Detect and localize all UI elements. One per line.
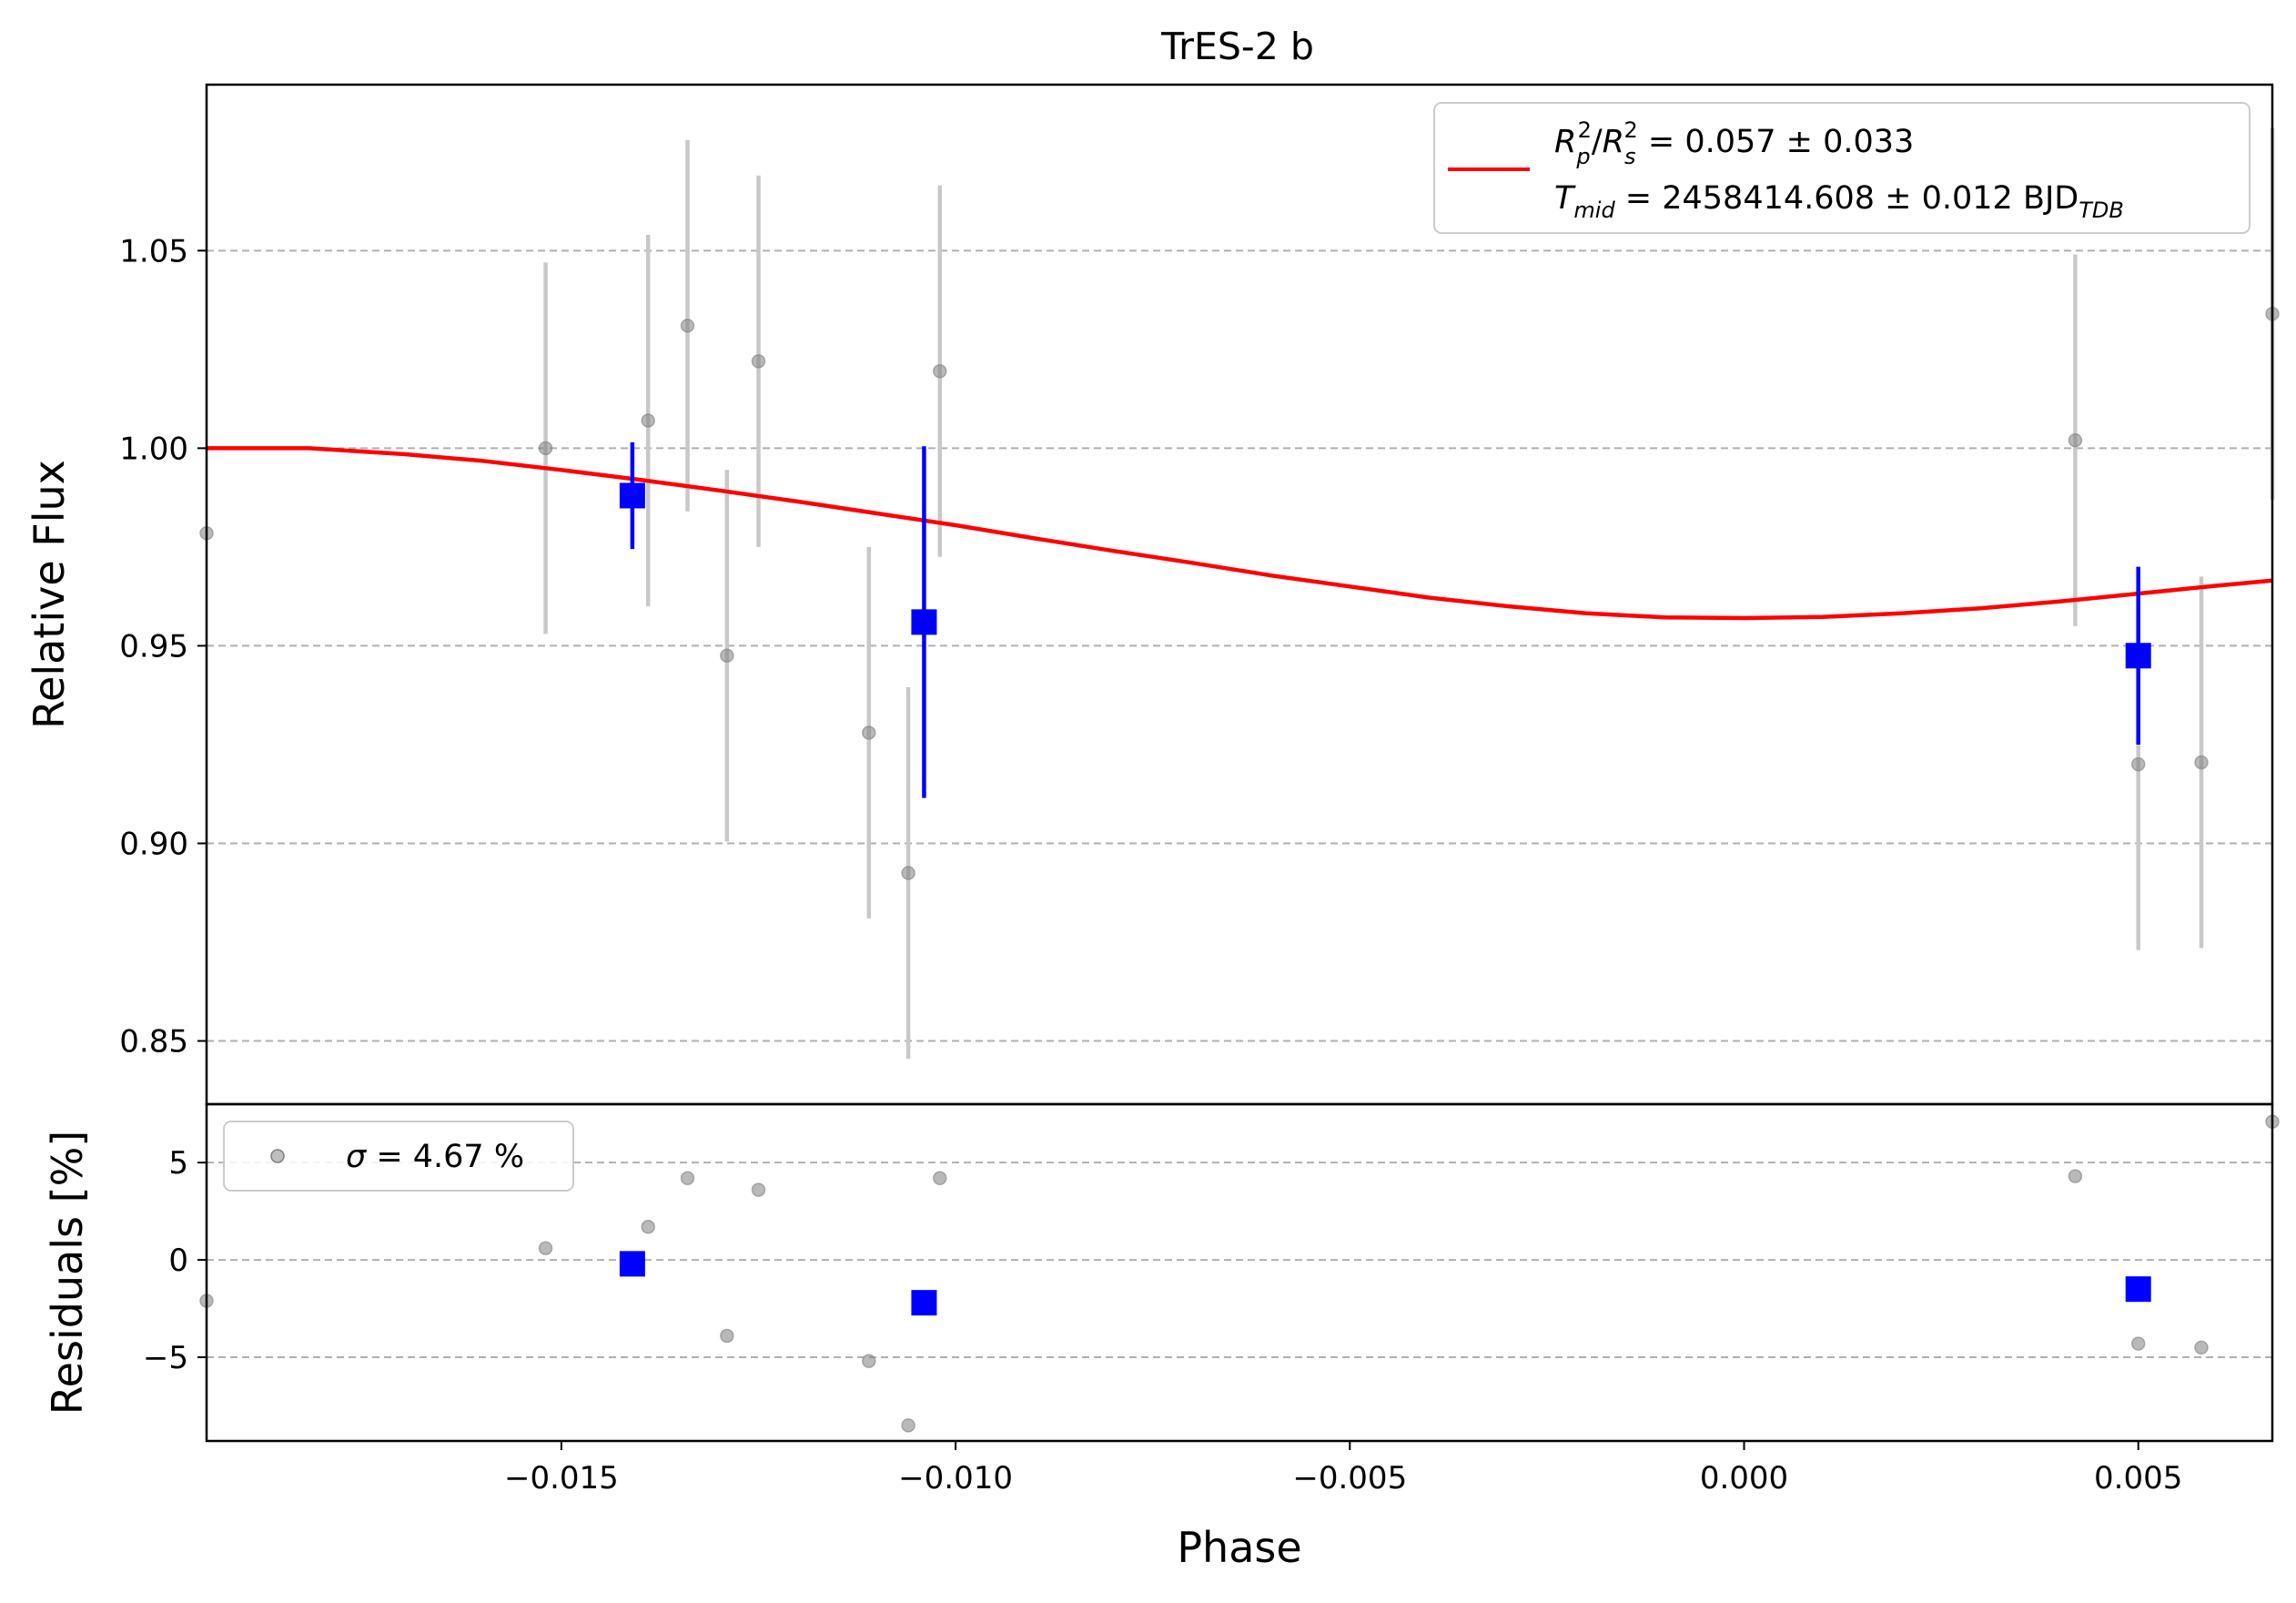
residual-point (641, 1219, 655, 1234)
binned-point (911, 609, 937, 635)
depth-r-symbol: R (1554, 124, 1576, 160)
transit-model-line (207, 446, 2273, 621)
residual-point (2130, 1336, 2146, 1351)
x-tick-label: −0.005 (1292, 1460, 1407, 1496)
residuals-legend: σ = 4.67 % (223, 1121, 574, 1192)
binned-point (2125, 643, 2151, 669)
residual-point (2194, 1340, 2209, 1355)
residuals-legend-box (223, 1121, 574, 1192)
x-tick-label: 0.000 (1700, 1460, 1788, 1496)
residuals-y-tick-label: −5 (143, 1340, 188, 1376)
residual-point (933, 1171, 947, 1186)
data-point (2068, 432, 2083, 448)
legend-data-marker (270, 1149, 285, 1163)
residuals-y-tick-label: 5 (168, 1145, 188, 1182)
tmid-t-symbol: T (1554, 180, 1576, 217)
binned-point (619, 482, 645, 509)
data-point (538, 441, 553, 456)
residual-point (862, 1354, 876, 1369)
data-point (720, 648, 734, 664)
flux-y-tick-label: 0.90 (119, 826, 188, 862)
data-point (680, 319, 695, 333)
data-point (933, 363, 947, 379)
x-tick-label: −0.015 (504, 1460, 619, 1496)
residuals-panel: −5 0 5 −0.015 −0.010 −0.005 0.000 0.005 Residu… (43, 1102, 2280, 1572)
x-tick-label: 0.005 (2094, 1460, 2182, 1496)
depth-slash: / (1592, 124, 1603, 160)
flux-legend-box (1433, 102, 2250, 234)
binned-residual-point (911, 1290, 937, 1316)
depth-value: = 0.057 ± 0.033 (1638, 124, 1915, 160)
residuals-y-tick-label: 0 (168, 1243, 188, 1279)
depth-p-subscript: p (1575, 144, 1590, 169)
depth-r-symbol-2: R (1603, 124, 1624, 160)
data-point (641, 413, 655, 428)
flux-y-tick-label: 0.95 (119, 628, 188, 665)
x-tick-label: −0.010 (898, 1460, 1013, 1496)
residual-point (720, 1328, 734, 1344)
flux-y-tick-label: 1.05 (119, 233, 188, 269)
legend-depth-text: Rp2/Rs2 = 0.057 ± 0.033 (1554, 117, 1914, 169)
tdb-subscript: TDB (2079, 198, 2124, 223)
residual-point (2068, 1169, 2083, 1183)
data-point (751, 354, 766, 369)
residual-point (538, 1241, 553, 1256)
residual-point (680, 1171, 695, 1186)
data-point (2130, 756, 2146, 772)
sigma-symbol: σ (346, 1139, 368, 1175)
tmid-subscript: mid (1573, 198, 1615, 223)
chart-title: TrES-2 b (1160, 25, 1314, 68)
data-point (2194, 755, 2209, 770)
depth-p-superscript: 2 (1578, 117, 1592, 143)
residuals-panel-frame (205, 1102, 2274, 1443)
flux-y-axis-label: Relative Flux (25, 460, 74, 729)
binned-residual-point (619, 1251, 645, 1277)
residual-point (751, 1182, 766, 1197)
flux-y-tick-label: 1.00 (119, 431, 188, 467)
x-axis-label: Phase (1177, 1523, 1301, 1572)
flux-legend: Rp2/Rs2 = 0.057 ± 0.033 Tmid = 2458414.6… (1433, 102, 2250, 234)
flux-y-tick-label: 0.85 (119, 1024, 188, 1060)
residual-point (901, 1418, 915, 1433)
binned-residual-point (2125, 1276, 2151, 1303)
legend-sigma-text: σ = 4.67 % (346, 1139, 524, 1175)
data-point (862, 725, 876, 740)
sigma-value: = 4.67 % (366, 1139, 524, 1175)
data-point (901, 866, 915, 880)
tmid-value: = 2458414.608 ± 0.012 BJD (1615, 180, 2079, 217)
depth-s-subscript: s (1624, 144, 1636, 169)
residuals-y-axis-label: Residuals [%] (43, 1131, 92, 1415)
depth-s-superscript: 2 (1623, 117, 1637, 143)
legend-tmid-text: Tmid = 2458414.608 ± 0.012 BJDTDB (1554, 180, 2124, 223)
